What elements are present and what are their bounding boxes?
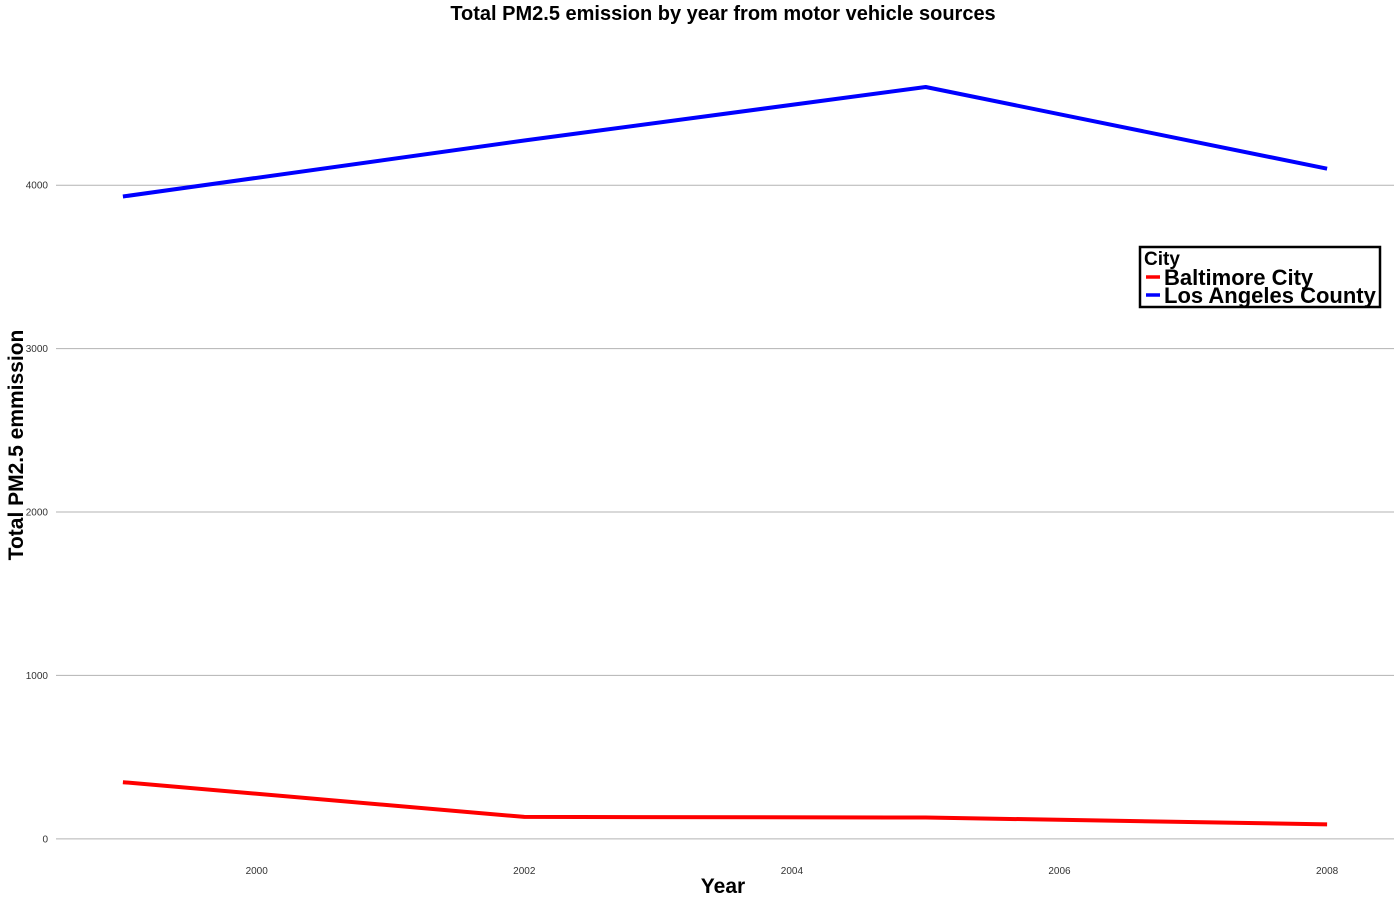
- y-tick-label-1000: 1000: [26, 671, 49, 682]
- series-lines: [122, 85, 1328, 827]
- x-axis-title: Year: [701, 875, 745, 898]
- y-tick-label-3000: 3000: [26, 344, 49, 355]
- legend-label-los-angeles-county: Los Angeles County: [1164, 283, 1377, 308]
- y-tick-label-2000: 2000: [26, 508, 49, 519]
- y-tick-labels: 0 1000 2000 3000 4000: [26, 181, 49, 846]
- x-tick-label-2008: 2008: [1316, 866, 1339, 877]
- legend-box: [1138, 245, 1382, 309]
- y-axis-title: Total PM2.5 emmission: [5, 330, 28, 561]
- legend: City Baltimore City Los Angeles County: [1138, 245, 1382, 309]
- x-tick-label-2006: 2006: [1048, 866, 1071, 877]
- x-tick-labels: 2000 2002 2004 2006 2008: [246, 866, 1339, 877]
- legend-title: City: [1144, 249, 1180, 270]
- x-tick-label-2004: 2004: [781, 866, 804, 877]
- series-line-los-angeles-county: [122, 85, 1328, 199]
- y-tick-label-0: 0: [42, 834, 48, 845]
- legend-label-baltimore-city: Baltimore City: [1164, 265, 1314, 290]
- series-line-baltimore-city: [122, 780, 1328, 827]
- x-tick-label-2002: 2002: [513, 866, 536, 877]
- gridlines: [56, 184, 1394, 840]
- y-tick-label-4000: 4000: [26, 181, 49, 192]
- chart-title: Total PM2.5 emission by year from motor …: [450, 3, 995, 25]
- x-tick-label-2000: 2000: [246, 866, 269, 877]
